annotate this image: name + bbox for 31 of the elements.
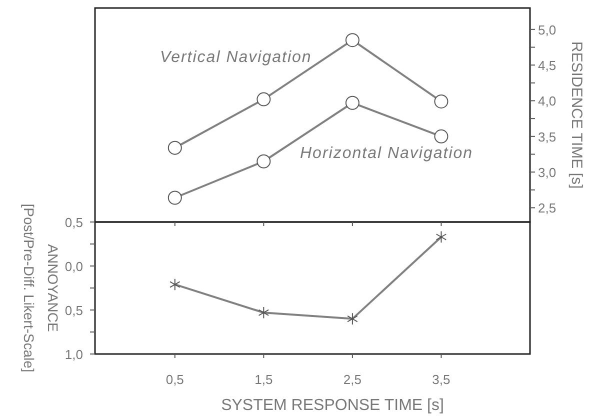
point (168, 140, 182, 155)
y2-tick-label: 5,0 (538, 22, 556, 38)
point (345, 33, 360, 48)
point (347, 312, 358, 325)
x-tick-label: 3,5 (432, 372, 450, 387)
point (434, 94, 448, 108)
y2-tick-label: 2,5 (538, 200, 556, 216)
point (169, 278, 180, 291)
y2-tick-label: 3,0 (538, 165, 556, 180)
y-axis-title: ANNOYANCE [Post/Pre-Diff. Likert-Scale] (21, 204, 61, 372)
point (256, 154, 271, 168)
series-label: Horizontal Navigation (300, 145, 474, 162)
y2-tick-label: 4,0 (538, 94, 556, 109)
point (345, 96, 360, 110)
y-tick-label: 1,0 (64, 347, 83, 362)
y2-axis-title: RESIDENCE TIME [s] (568, 41, 585, 189)
point (168, 190, 182, 205)
point (258, 306, 270, 319)
x-tick-label: 2,5 (343, 372, 362, 387)
x-tick-label: 1,5 (254, 372, 273, 387)
y-tick-label: 0,5 (64, 303, 83, 318)
point (436, 230, 447, 244)
y-tick-label: 0,0 (64, 259, 83, 274)
x-tick-label: 0,5 (166, 372, 184, 387)
series-label: Vertical Navigation (160, 49, 312, 66)
y-tick-label: 0,5 (64, 215, 83, 230)
x-axis-title: SYSTEM RESPONSE TIME [s] (221, 397, 444, 414)
point (434, 129, 448, 144)
y2-tick-label: 3,5 (538, 129, 556, 144)
point (256, 92, 271, 106)
y2-tick-label: 4,5 (538, 58, 556, 74)
